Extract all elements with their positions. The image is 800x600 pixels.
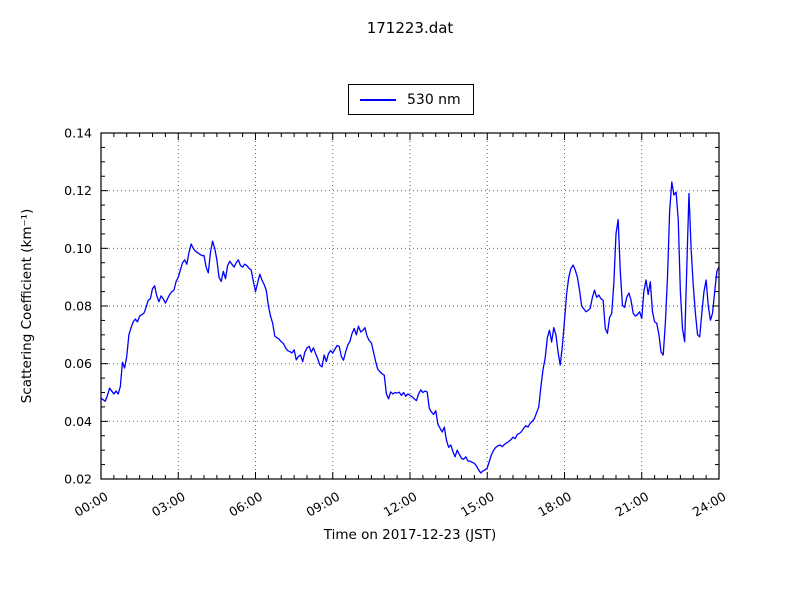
x-tick-label: 03:00 [149, 489, 188, 520]
x-tick-label: 24:00 [690, 489, 729, 520]
y-tick-label: 0.02 [64, 472, 92, 487]
y-axis-title: Scattering Coefficient (km⁻¹) [19, 208, 35, 404]
x-tick-label: 15:00 [458, 489, 497, 520]
x-tick-label: 06:00 [226, 489, 265, 520]
legend-line-sample [360, 98, 396, 101]
plot-frame [100, 132, 720, 480]
legend-box: 530 nm [348, 84, 474, 115]
x-tick-label: 21:00 [613, 489, 652, 520]
x-tick-label: 09:00 [304, 489, 343, 520]
x-tick-label: 00:00 [72, 489, 111, 520]
chart-title: 171223.dat [366, 19, 454, 37]
x-tick-label: 12:00 [381, 489, 420, 520]
y-tick-label: 0.10 [64, 241, 92, 256]
y-tick-label: 0.14 [64, 126, 92, 141]
y-tick-label: 0.06 [64, 356, 92, 371]
y-tick-label: 0.08 [64, 299, 92, 314]
y-tick-label: 0.04 [64, 414, 92, 429]
x-tick-label: 18:00 [535, 489, 574, 520]
x-axis-title: Time on 2017-12-23 (JST) [323, 527, 497, 543]
data-line-530nm [100, 181, 720, 474]
legend-label: 530 nm [407, 91, 461, 108]
y-tick-label: 0.12 [64, 183, 92, 198]
